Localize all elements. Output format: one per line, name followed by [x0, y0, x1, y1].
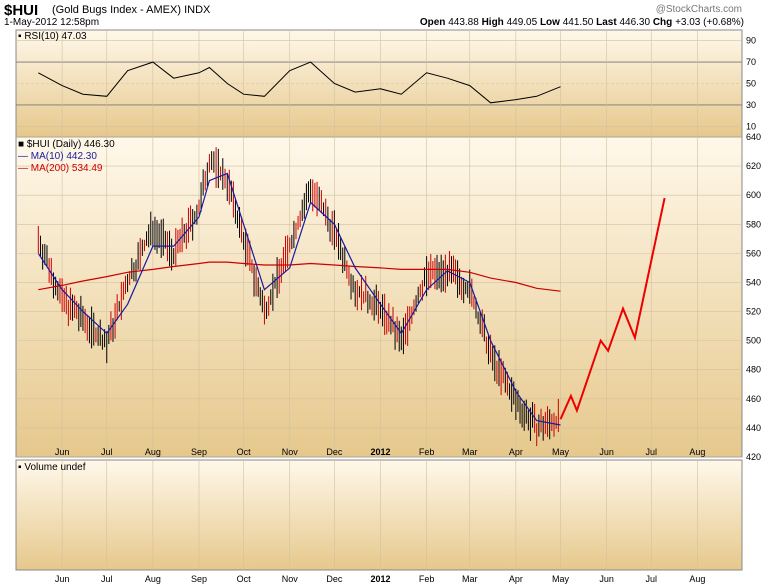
month-label: Jun [599, 447, 614, 457]
price-tick-label: 500 [746, 336, 761, 346]
month-label: Dec [326, 447, 343, 457]
month-label: Jul [101, 447, 113, 457]
price-tick-label: 600 [746, 190, 761, 200]
price-tick-label: 440 [746, 423, 761, 433]
month-label: Jul [645, 574, 657, 584]
ma200-line [38, 261, 561, 292]
legend-ma200: — MA(200) 534.49 [18, 163, 103, 174]
month-label: 2012 [370, 574, 390, 584]
projection-line [559, 197, 666, 420]
rsi-label: ▪ RSI(10) 47.03 [18, 31, 87, 42]
price-tick-label: 620 [746, 161, 761, 171]
price-tick-label: 480 [746, 365, 761, 375]
volume-label: ▪ Volume undef [18, 462, 86, 473]
month-label: Dec [326, 574, 343, 584]
month-label: Oct [237, 574, 252, 584]
month-label: Aug [689, 447, 705, 457]
chart-marks [37, 61, 666, 447]
index-name: (Gold Bugs Index - AMEX) INDX [52, 4, 211, 16]
datetime: 1-May-2012 12:58pm [4, 17, 100, 28]
month-label: May [552, 447, 570, 457]
symbol: $HUI [4, 2, 39, 19]
rsi-tick-label: 30 [746, 100, 756, 110]
month-label: Aug [145, 574, 161, 584]
rsi-tick-label: 10 [746, 121, 756, 131]
month-label: Aug [145, 447, 161, 457]
volume-panel [15, 459, 743, 571]
month-label: May [552, 574, 570, 584]
price-tick-label: 520 [746, 307, 761, 317]
watermark: @StockCharts.com [655, 4, 742, 15]
month-label: Jul [101, 574, 113, 584]
month-label: Apr [509, 574, 523, 584]
month-label: Apr [509, 447, 523, 457]
month-label: 2012 [370, 447, 390, 457]
axis-labels: 640 620 600 580 560 540 520 500 480 460 440 420 90 70… [55, 36, 761, 584]
month-label: Mar [462, 574, 478, 584]
price-tick-label: 460 [746, 394, 761, 404]
month-label: Mar [462, 447, 478, 457]
month-label: Feb [419, 447, 435, 457]
rsi-tick-label: 50 [746, 79, 756, 89]
rsi-tick-label: 90 [746, 36, 756, 46]
month-label: Jun [55, 574, 70, 584]
month-label: Jun [599, 574, 614, 584]
price-panel [15, 136, 743, 458]
month-label: Sep [191, 447, 207, 457]
price-tick-label: 420 [746, 452, 761, 462]
legend-ma10: — MA(10) 442.30 [18, 151, 97, 162]
month-label: Aug [689, 574, 705, 584]
month-label: Nov [282, 574, 299, 584]
price-legend: ■ $HUI (Daily) 446.30 — MA(10) 442.30 — … [18, 139, 115, 175]
ma10-line [37, 172, 561, 426]
quote-line: Open 443.88 High 449.05 Low 441.50 Last … [419, 17, 744, 28]
month-label: Feb [419, 574, 435, 584]
price-tick-label: 580 [746, 219, 761, 229]
month-label: Jun [55, 447, 70, 457]
price-tick-label: 560 [746, 248, 761, 258]
month-label: Sep [191, 574, 207, 584]
rsi-tick-label: 70 [746, 57, 756, 67]
month-label: Oct [237, 447, 252, 457]
month-label: Nov [282, 447, 299, 457]
price-tick-label: 540 [746, 277, 761, 287]
legend-price: ■ $HUI (Daily) 446.30 [18, 139, 115, 150]
month-label: Jul [645, 447, 657, 457]
price-tick-label: 640 [746, 132, 761, 142]
rsi-line [38, 61, 561, 104]
